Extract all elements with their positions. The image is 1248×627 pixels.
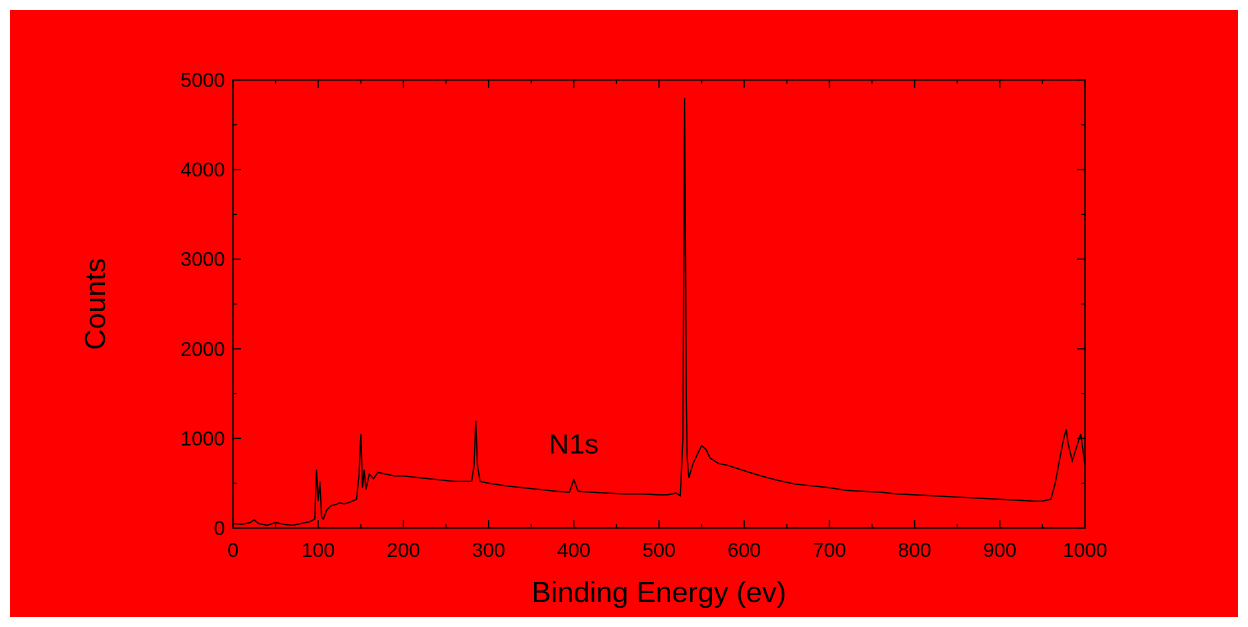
- y-tick-label: 3000: [181, 249, 226, 271]
- x-tick-label: 1000: [1063, 540, 1108, 562]
- x-tick-label: 500: [642, 540, 675, 562]
- x-tick-label: 100: [302, 540, 335, 562]
- x-tick-label: 900: [983, 540, 1016, 562]
- chart-background: [10, 10, 1238, 617]
- peak-annotations: N1s: [549, 429, 599, 460]
- x-tick-label: 600: [728, 540, 761, 562]
- x-tick-label: 800: [898, 540, 931, 562]
- x-tick-label: 0: [227, 540, 238, 562]
- x-axis-title: Binding Energy (ev): [532, 577, 787, 609]
- y-tick-label: 2000: [181, 339, 226, 361]
- x-axis-ticks: [232, 80, 1086, 528]
- x-tick-label: 700: [813, 540, 846, 562]
- y-tick-label: 0: [214, 518, 225, 540]
- y-axis-title: Counts: [80, 258, 112, 350]
- spectrum-line: [232, 97, 1086, 526]
- y-axis-tick-labels: 0 1000 2000 3000 4000 5000: [181, 70, 226, 540]
- x-tick-label: 400: [557, 540, 590, 562]
- y-tick-label: 4000: [181, 160, 226, 182]
- x-axis-tick-labels: 0 100 200 300 400 500 600 700 800 900 1000: [227, 540, 1107, 562]
- xps-spectrum-chart: 0 100 200 300 400 500 600 700 800 900 1000 0 1000 20…: [10, 10, 1238, 617]
- x-tick-label: 300: [472, 540, 505, 562]
- y-tick-label: 5000: [181, 70, 226, 92]
- chart-panel: 0 100 200 300 400 500 600 700 800 900 1000 0 1000 20…: [10, 10, 1238, 617]
- y-tick-label: 1000: [181, 428, 226, 450]
- peak-label: N1s: [549, 429, 599, 460]
- x-tick-label: 200: [387, 540, 420, 562]
- y-axis-ticks: [233, 79, 1085, 529]
